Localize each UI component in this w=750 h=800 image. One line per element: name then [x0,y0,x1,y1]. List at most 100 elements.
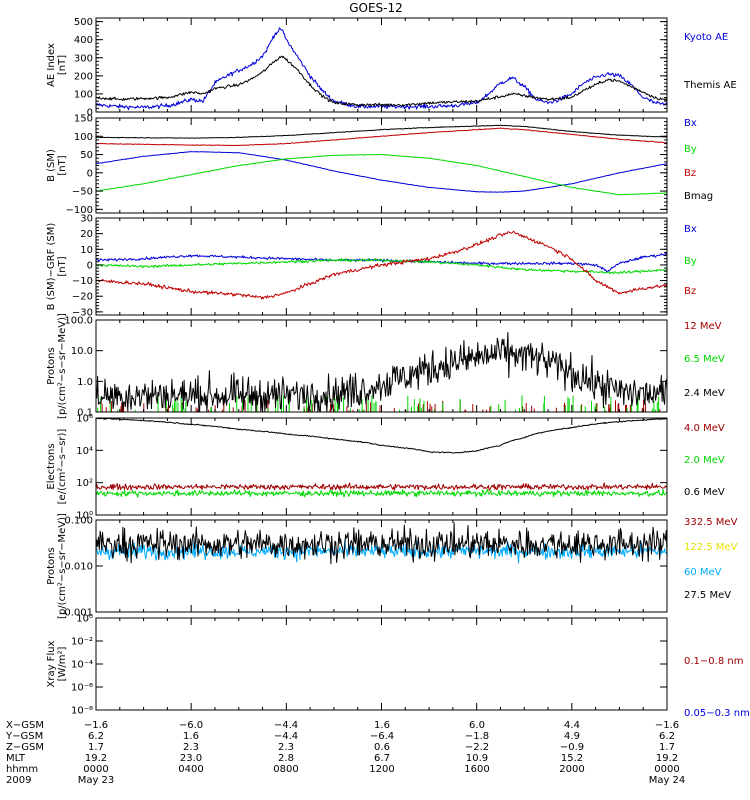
ephemeris-value: 15.2 [561,753,583,764]
y-axis-label: Protons [46,347,57,384]
y-tick-label: 10⁰ [76,511,93,522]
y-tick-label: 0 [87,260,93,271]
panel-1-frame [95,17,668,113]
series-2-2 [96,127,667,147]
y-axis-label: [W/m²] [57,646,68,681]
y-axis-label: [e/(cm²−s−sr)] [57,429,68,505]
series-3-0 [96,252,667,273]
legend-entry: Bz [684,168,696,179]
y-tick-label: 10⁴ [76,446,93,457]
legend-entry: 2.0 MeV [684,455,725,466]
ephemeris-value: 1.6 [374,720,390,731]
ephemeris-value: 6.0 [469,720,485,731]
ephemeris-value: 0800 [273,764,298,775]
legend-entry: By [684,256,697,267]
legend-entry: 0.6 MeV [684,487,725,498]
y-axis-label: B (SM)−GRF (SM) [46,223,57,311]
ephemeris-row-label: Y−GSM [5,731,43,742]
series-2-0 [96,151,667,193]
y-tick-label: 10⁻⁴ [71,660,93,671]
ephemeris-value: −0.9 [560,742,584,753]
ephemeris-row-label: Z−GSM [6,742,44,753]
ephemeris-value: −4.4 [274,731,298,742]
y-tick-label: −30 [72,307,93,318]
y-tick-label: 50 [80,150,93,161]
panel-6-frame [95,519,668,613]
y-axis-label: [p/(cm²−s−sr−MeV)] [57,513,68,619]
panel-7: 10⁰ 10⁻² 10⁻⁴ 10⁻⁶ 10⁻⁸ Xray Flux [W/m²] 0.1−0.… [46,614,750,720]
panel-5: 10⁰ 10² 10⁴ 10⁶ Electrons [e/(cm²−s−sr)] 4.0 M… [46,414,725,522]
panel-1: 0 100 200 300 400 500 AE Index [nT] Kyoto AE Them… [46,17,737,118]
y-tick-label: 10² [76,478,93,489]
y-tick-label: 10⁰ [76,614,93,625]
series-3-1 [96,258,667,275]
ephemeris-table: X−GSM −1.6 −6.0 −4.4 1.6 6.0 4.4 −1.6Y−GSM 6.2 1.… [5,720,685,786]
panel-7-frame [95,617,668,711]
legend-entry: 122.5 MeV [684,542,738,553]
legend-entry: 4.0 MeV [684,423,725,434]
y-tick-label: −100 [66,205,93,216]
legend-entry: 2.4 MeV [684,388,725,399]
ephemeris-value: 1.7 [659,742,675,753]
y-tick-label: 150 [74,114,93,125]
series-4-2 [96,331,667,412]
legend-entry: By [684,144,697,155]
ephemeris-value: 4.9 [564,731,580,742]
ephemeris-value: 1200 [369,764,394,775]
ephemeris-value: 0.6 [374,742,390,753]
y-axis-label: Protons [46,547,57,584]
y-tick-label: 0 [87,108,93,119]
y-tick-label: 0.100 [64,516,93,527]
ephemeris-value: 10.9 [466,753,488,764]
ephemeris-value: May 23 [78,775,115,786]
y-tick-label: 100.0 [64,316,93,327]
y-axis-label: B (SM) [46,149,57,182]
legend-entry: 332.5 MeV [684,517,738,528]
series-5-1 [96,488,667,498]
panel-5-frame [95,417,668,516]
ephemeris-value: 6.2 [88,731,104,742]
panel-6-data [96,522,667,565]
ephemeris-row-label: hhmm [6,764,38,775]
series-6-3 [96,522,667,565]
panel-4: 0.1 1.0 10.0 100.0 Protons [p/(cm²−s−sr−MeV)]… [46,313,725,419]
ephemeris-row-label: 2009 [6,775,31,786]
panel-3-data [96,230,667,300]
y-tick-label: −10 [72,276,93,287]
legend-entry: Bx [684,224,697,235]
ephemeris-value: 19.2 [656,753,678,764]
y-axis-label: Xray Flux [46,640,57,687]
legend-entry: Bmag [684,191,713,202]
panel-2: −100 −50 0 50 100 150 B (SM) [nT] Bx By Bz Bmag [46,114,713,216]
y-axis-label: [nT] [57,155,68,175]
y-axis-label: [nT] [57,55,68,75]
ephemeris-value: 6.7 [374,753,390,764]
ephemeris-row-label: X−GSM [6,720,44,731]
y-axis-label: [p/(cm²−s−sr−MeV)] [57,313,68,419]
series-2-3 [96,124,667,139]
y-tick-label: 200 [74,71,93,82]
y-tick-label: 10⁻² [71,637,93,648]
ephemeris-value: 2.3 [183,742,199,753]
y-tick-label: 0.1 [77,408,93,419]
legend-entry: 6.5 MeV [684,354,725,365]
legend-entry: Bx [684,118,697,129]
y-tick-label: −50 [72,187,93,198]
panel-5-data [96,418,667,498]
ephemeris-value: −1.6 [655,720,679,731]
ephemeris-value: −6.4 [370,731,394,742]
ephemeris-value: 1600 [464,764,489,775]
series-3-2 [96,230,667,300]
y-tick-label: 0 [87,168,93,179]
y-tick-label: 10⁶ [76,414,93,425]
ephemeris-value: 23.0 [180,753,202,764]
panel-6: 0.001 0.010 0.100 Protons [p/(cm²−s−sr−MeV)]… [46,513,738,619]
ephemeris-row-label: MLT [6,753,26,764]
y-tick-label: 20 [80,229,93,240]
ephemeris-value: 2.8 [278,753,294,764]
ephemeris-value: 0400 [178,764,203,775]
ephemeris-value: −2.2 [465,742,489,753]
legend-entry: 0.1−0.8 nm [684,656,743,667]
y-axis-label: Electrons [46,443,57,489]
